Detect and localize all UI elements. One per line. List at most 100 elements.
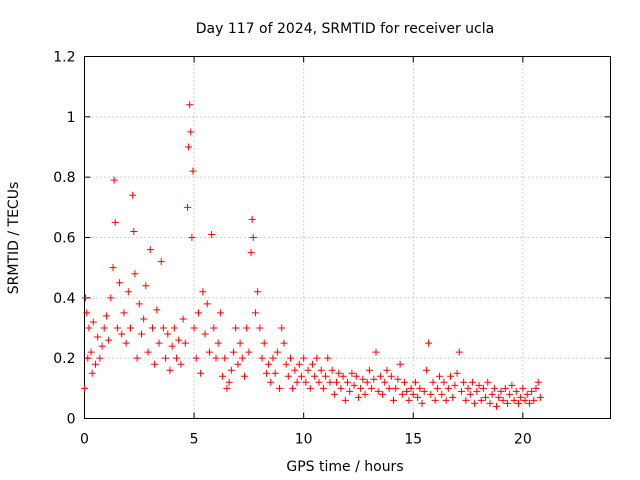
data-point <box>497 387 505 395</box>
data-point <box>359 375 367 383</box>
data-point <box>517 393 525 401</box>
y-tick-label: 0.8 <box>53 170 75 186</box>
chart-title: Day 117 of 2024, SRMTID for receiver ucl… <box>196 21 494 37</box>
data-point <box>387 372 395 380</box>
data-point <box>304 366 312 374</box>
data-point <box>120 309 128 317</box>
data-point <box>129 191 137 199</box>
data-point <box>236 339 244 347</box>
data-point <box>333 378 341 386</box>
data-point <box>363 378 371 386</box>
data-point <box>151 360 159 368</box>
data-point <box>488 390 496 398</box>
y-tick-label: 0.2 <box>53 351 75 367</box>
data-point <box>376 372 384 380</box>
data-point <box>512 387 520 395</box>
data-point <box>111 218 119 226</box>
data-point <box>429 378 437 386</box>
data-point <box>124 288 132 296</box>
data-point <box>234 360 242 368</box>
data-point <box>265 360 273 368</box>
data-point <box>451 381 459 389</box>
x-tick-label: 15 <box>404 432 422 448</box>
data-point <box>471 399 479 407</box>
data-point <box>381 378 389 386</box>
data-point <box>317 366 325 374</box>
data-point <box>449 393 457 401</box>
data-point <box>219 372 227 380</box>
data-point <box>130 227 138 235</box>
data-point <box>308 360 316 368</box>
data-point <box>368 384 376 392</box>
data-point <box>473 387 481 395</box>
data-point <box>185 143 193 151</box>
data-point <box>479 384 487 392</box>
data-point <box>135 300 143 308</box>
data-point <box>184 203 192 211</box>
data-point <box>223 384 231 392</box>
data-point <box>201 330 209 338</box>
data-point <box>322 372 330 380</box>
data-point <box>302 378 310 386</box>
data-point <box>144 348 152 356</box>
data-point <box>271 369 279 377</box>
data-point <box>324 354 332 362</box>
data-point <box>210 324 218 332</box>
data-point <box>216 309 224 317</box>
data-point <box>199 288 207 296</box>
data-point <box>295 360 303 368</box>
data-point <box>148 324 156 332</box>
data-point <box>82 294 90 302</box>
data-point <box>133 354 141 362</box>
data-point <box>365 366 373 374</box>
data-point <box>431 396 439 404</box>
data-point <box>262 369 270 377</box>
data-point <box>293 378 301 386</box>
data-point <box>278 324 286 332</box>
data-point <box>137 330 145 338</box>
data-point <box>490 384 498 392</box>
data-point <box>230 348 238 356</box>
data-point <box>411 378 419 386</box>
data-point <box>94 333 102 341</box>
plot-border <box>84 56 611 419</box>
data-point <box>225 378 233 386</box>
data-point <box>249 234 257 241</box>
data-point <box>379 390 387 398</box>
data-point <box>499 396 507 404</box>
data-point <box>96 354 104 362</box>
data-point <box>350 381 358 389</box>
data-point <box>328 366 336 374</box>
data-point <box>521 396 529 404</box>
data-point <box>164 330 172 338</box>
data-point <box>83 309 91 317</box>
data-point <box>433 384 441 392</box>
data-point <box>475 381 483 389</box>
data-point <box>186 101 194 109</box>
data-point <box>212 354 220 362</box>
data-point <box>493 402 501 410</box>
data-point <box>197 369 205 377</box>
data-points <box>81 101 544 410</box>
data-point <box>464 384 472 392</box>
data-point <box>385 384 393 392</box>
data-point <box>530 396 538 404</box>
data-point <box>403 387 411 395</box>
data-point <box>162 354 170 362</box>
y-tick-label: 1 <box>67 110 76 126</box>
data-point <box>462 396 470 404</box>
data-point <box>514 399 522 407</box>
data-point <box>276 384 284 392</box>
data-point <box>91 360 99 368</box>
data-point <box>157 258 165 266</box>
data-point <box>113 324 121 332</box>
data-point <box>194 309 202 317</box>
data-point <box>482 393 490 401</box>
data-point <box>100 324 108 332</box>
data-point <box>425 339 433 347</box>
data-point <box>245 348 253 356</box>
data-point <box>300 354 308 362</box>
data-point <box>503 399 511 407</box>
data-point <box>383 366 391 374</box>
data-point <box>528 387 536 395</box>
